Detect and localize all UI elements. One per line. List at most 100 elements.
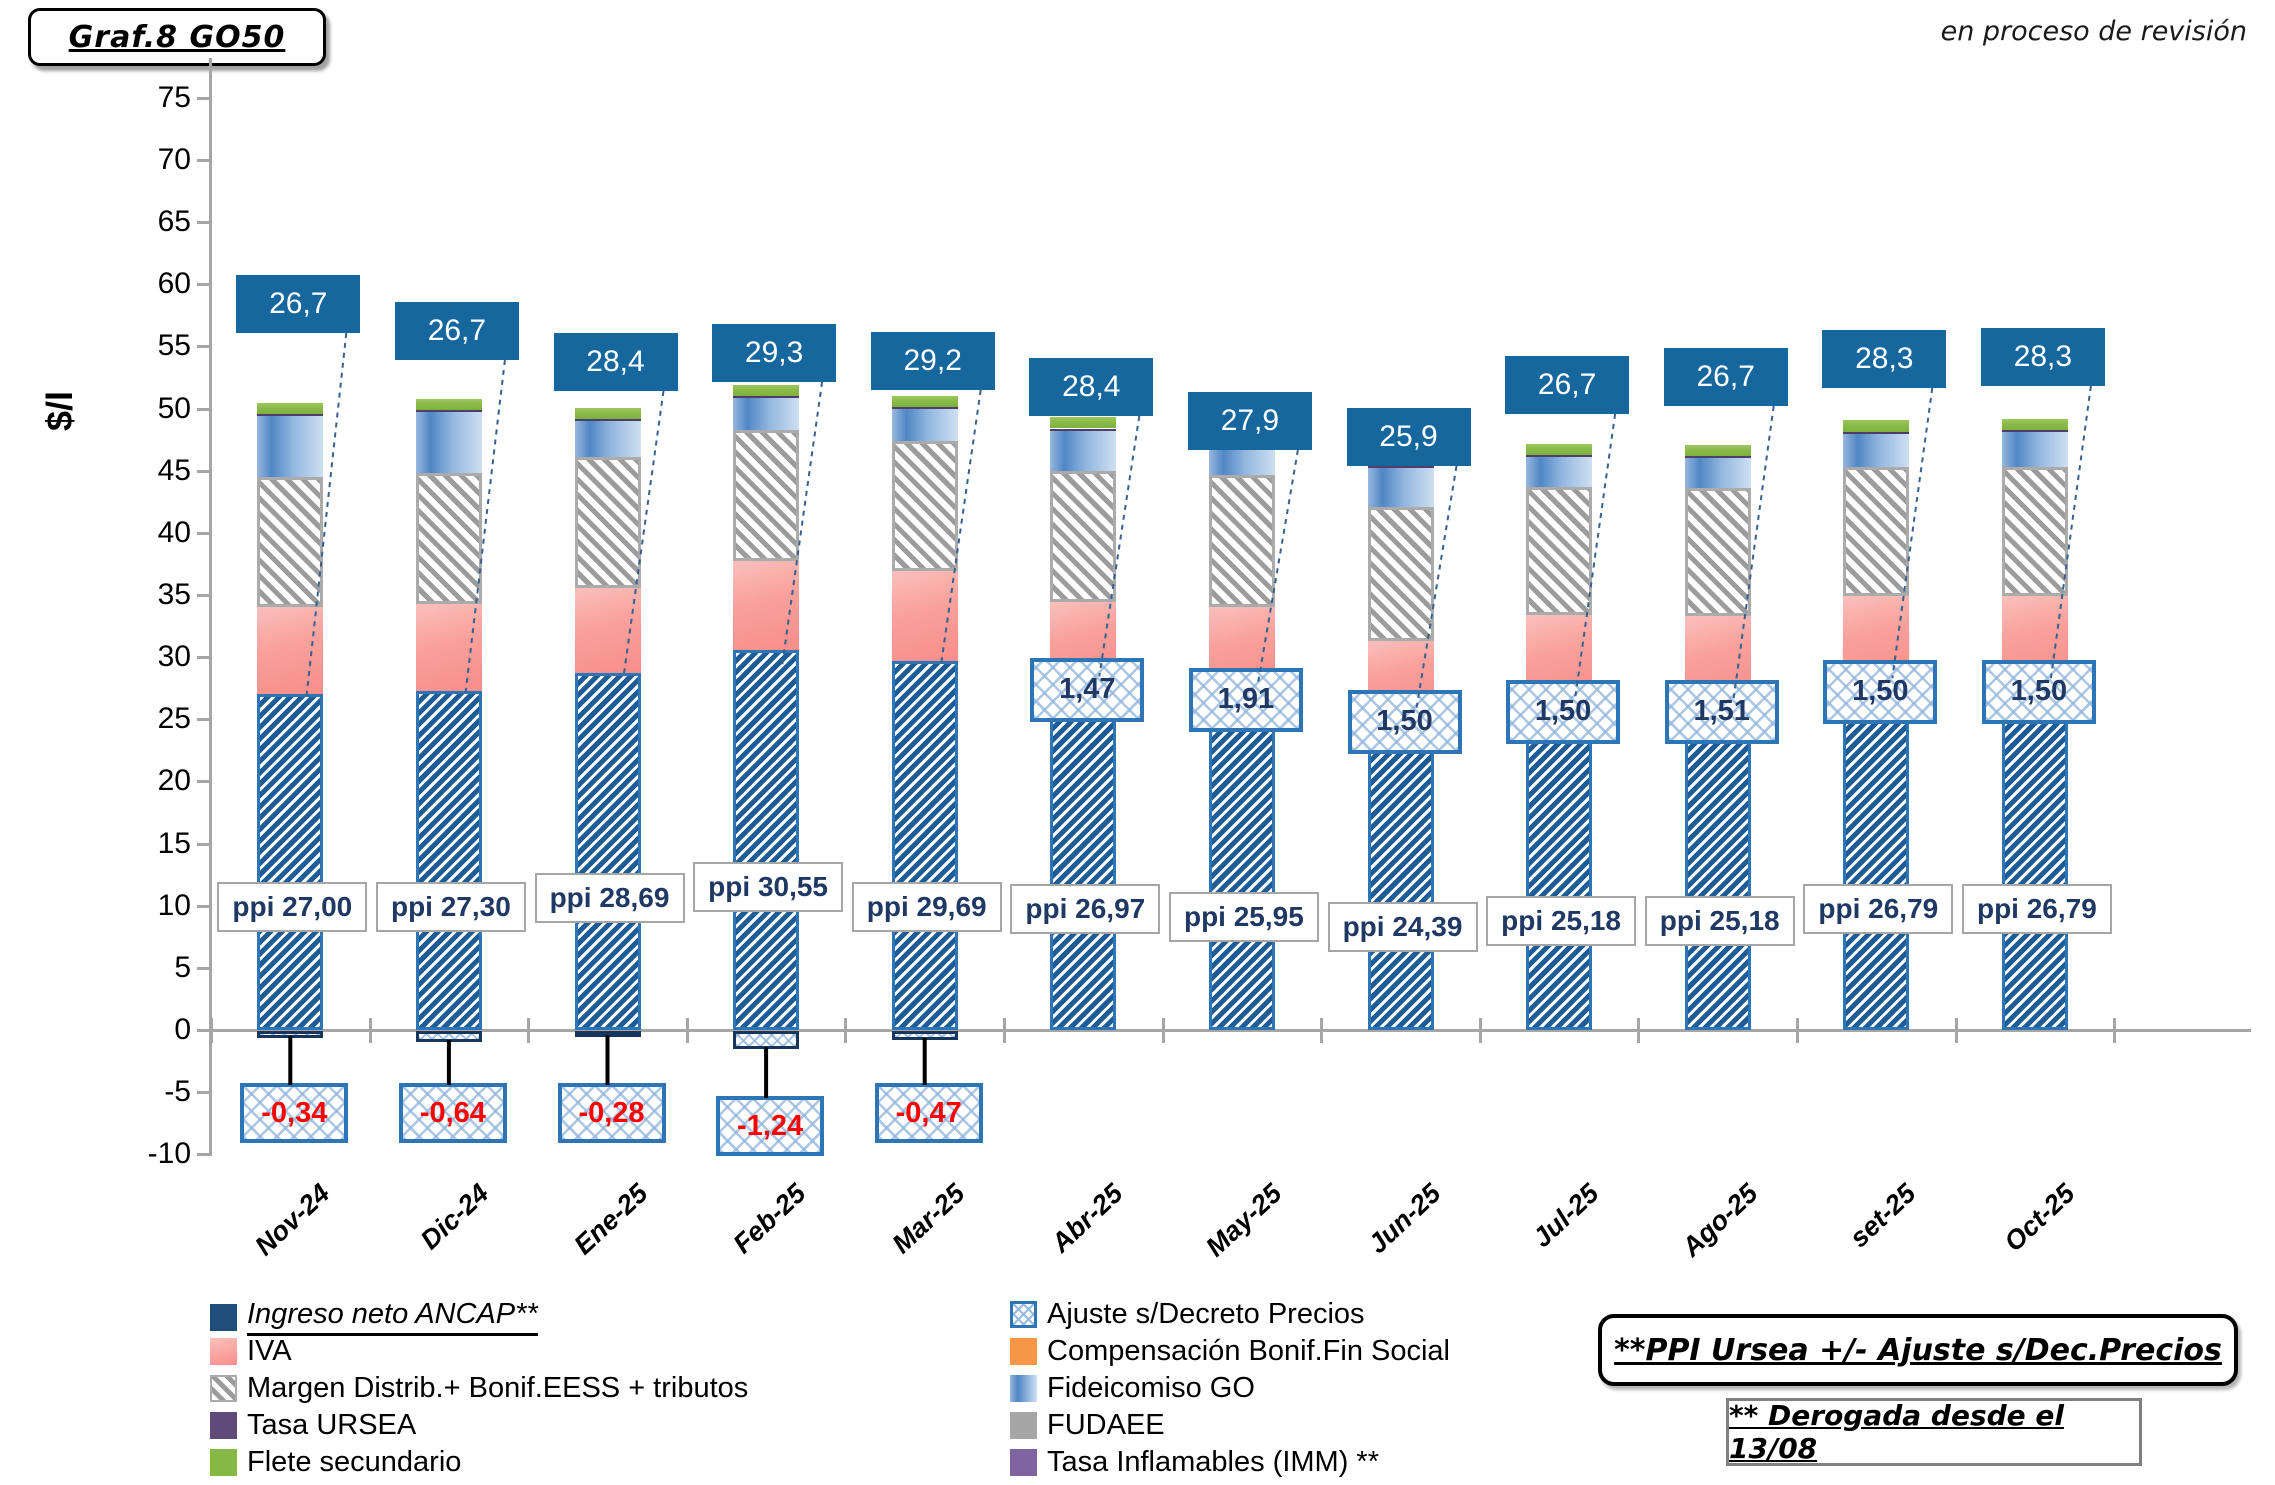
- legend-item-ingreso-neto-navy: Ingreso neto ANCAP**: [210, 1298, 538, 1336]
- segment-margen-Mar-25: [891, 440, 958, 572]
- ingreso-neto-callout-Ene-25: 28,4: [553, 333, 678, 391]
- revision-note: en proceso de revisión: [1940, 16, 2247, 47]
- y-tick-label: 50: [157, 391, 191, 425]
- x-category-boundary-tick: [1637, 1018, 1641, 1043]
- segment-fideicomiso-Mar-25: [891, 408, 958, 441]
- y-tick-label: 35: [157, 577, 191, 611]
- x-category-boundary-tick: [685, 1018, 689, 1043]
- legend-item-compensacion-orange: Compensación Bonif.Fin Social: [1010, 1335, 1450, 1368]
- x-category-label-Ago-25: Ago-25: [1675, 1178, 1764, 1263]
- y-tick-mark: [197, 531, 210, 535]
- x-category-boundary-tick: [2113, 1018, 2117, 1043]
- segment-tasa-ursea-Mar-25: [891, 406, 958, 409]
- chart-tag-box: Graf.8 GO50: [28, 8, 326, 66]
- legend-label: Fideicomiso GO: [1047, 1372, 1255, 1404]
- x-category-boundary-tick: [1954, 1018, 1958, 1043]
- ajuste-label-Dic-24: -0,64: [398, 1083, 507, 1143]
- segment-ajuste-negativo-Feb-25: [733, 1031, 800, 1050]
- segment-ajuste-negativo-Ene-25: [574, 1031, 641, 1038]
- segment-tasa-ursea-Feb-25: [733, 396, 800, 399]
- ursea-purple-swatch-icon: [210, 1412, 237, 1439]
- y-tick-mark: [197, 469, 210, 473]
- ppi-label-Mar-25: ppi 29,69: [851, 882, 1002, 932]
- segment-ingreso-neto-Nov-24: [257, 694, 324, 1030]
- y-tick-mark: [197, 96, 210, 100]
- x-category-label-Feb-25: Feb-25: [727, 1178, 812, 1260]
- legend-label: Tasa URSEA: [247, 1409, 417, 1441]
- x-category-label-set-25: set-25: [1844, 1178, 1922, 1254]
- ingreso-neto-callout-set-25: 28,3: [1822, 330, 1947, 388]
- y-axis-title: $/l: [39, 390, 81, 432]
- ppi-label-May-25: ppi 25,95: [1168, 892, 1319, 942]
- segment-fideicomiso-Ago-25: [1684, 458, 1751, 489]
- legend-label: Ingreso neto ANCAP**: [247, 1298, 538, 1336]
- segment-flete-Oct-25: [2001, 419, 2068, 431]
- y-tick-mark: [197, 842, 210, 846]
- segment-ingreso-neto-Ago-25: [1684, 717, 1751, 1030]
- segment-fideicomiso-Jul-25: [1526, 457, 1593, 488]
- segment-flete-Dic-24: [415, 399, 482, 411]
- ppi-formula-note: **PPI Ursea +/- Ajuste s/Dec.Precios: [1598, 1314, 2238, 1386]
- chart-tag: Graf.8 GO50: [68, 19, 286, 55]
- x-category-boundary-tick: [1478, 1018, 1482, 1043]
- iva-pink-swatch-icon: [210, 1338, 237, 1365]
- ingreso-neto-callout-May-25: 27,9: [1187, 392, 1312, 450]
- segment-ingreso-neto-Ene-25: [574, 673, 641, 1030]
- segment-ingreso-neto-Jul-25: [1526, 717, 1593, 1030]
- segment-tasa-ursea-Ago-25: [1684, 456, 1751, 459]
- segment-ingreso-neto-set-25: [1843, 697, 1910, 1030]
- ppi-label-Dic-24: ppi 27,30: [375, 882, 526, 932]
- ajuste-label-May-25: 1,91: [1188, 667, 1303, 732]
- legend-label: IVA: [247, 1335, 292, 1367]
- legend-item-flete-green: Flete secundario: [210, 1446, 461, 1479]
- legend-item-ursea-purple: Tasa URSEA: [210, 1409, 416, 1442]
- legend-item-inflamables-purple: Tasa Inflamables (IMM) **: [1010, 1446, 1379, 1479]
- segment-flete-Feb-25: [733, 384, 800, 397]
- y-tick-mark: [197, 904, 210, 908]
- ajuste-label-set-25: 1,50: [1823, 659, 1938, 724]
- y-tick-label: 15: [157, 826, 191, 860]
- legend-label: Ajuste s/Decreto Precios: [1047, 1298, 1365, 1330]
- segment-ingreso-neto-Mar-25: [891, 660, 958, 1030]
- y-tick-label: 0: [174, 1013, 191, 1046]
- legend-item-fudaee-gray: FUDAEE: [1010, 1409, 1165, 1442]
- y-tick-label: -10: [147, 1137, 191, 1171]
- ajuste-label-Ene-25: -0,28: [557, 1083, 666, 1143]
- y-tick-label: 45: [157, 453, 191, 487]
- y-tick-label: 65: [157, 205, 191, 239]
- margen-gray-hatch-swatch-icon: [210, 1375, 237, 1402]
- flete-green-swatch-icon: [210, 1449, 237, 1476]
- segment-ingreso-neto-Dic-24: [415, 690, 482, 1030]
- ajuste-label-Abr-25: 1,47: [1030, 657, 1145, 722]
- ppi-label-Nov-24: ppi 27,00: [217, 882, 368, 932]
- y-tick-mark: [197, 407, 210, 411]
- segment-ingreso-neto-Jun-25: [1367, 726, 1434, 1030]
- legend-label: FUDAEE: [1047, 1409, 1165, 1441]
- segment-ajuste-negativo-Dic-24: [415, 1031, 482, 1042]
- ajuste-label-Jul-25: 1,50: [1506, 679, 1621, 744]
- y-tick-mark: [197, 221, 210, 225]
- x-category-label-May-25: May-25: [1199, 1178, 1288, 1263]
- segment-ingreso-neto-Abr-25: [1050, 694, 1117, 1030]
- x-axis-line: [209, 1029, 2251, 1032]
- y-tick-mark: [197, 1029, 210, 1032]
- y-tick-label: 25: [157, 702, 191, 736]
- ingreso-neto-callout-Jun-25: 25,9: [1346, 408, 1471, 466]
- ppi-label-Ene-25: ppi 28,69: [534, 873, 685, 923]
- y-tick-label: 70: [157, 142, 191, 176]
- segment-margen-Dic-24: [415, 473, 482, 604]
- ajuste-label-Ago-25: 1,51: [1664, 679, 1779, 744]
- derogada-text: ** Derogada desde el 13/08: [1729, 1399, 2065, 1465]
- ingreso-neto-callout-Jul-25: 26,7: [1505, 356, 1630, 414]
- y-tick-label: 5: [174, 950, 191, 984]
- y-tick-mark: [197, 345, 210, 349]
- legend-label: Margen Distrib.+ Bonif.EESS + tributos: [247, 1372, 749, 1404]
- ajuste-label-Oct-25: 1,50: [1981, 659, 2096, 724]
- segment-margen-Oct-25: [2001, 467, 2068, 597]
- segment-iva-Ene-25: [574, 587, 641, 674]
- compensacion-orange-swatch-icon: [1010, 1338, 1037, 1365]
- segment-tasa-ursea-Oct-25: [2001, 430, 2068, 433]
- y-tick-mark: [197, 718, 210, 722]
- y-tick-label: 55: [157, 329, 191, 363]
